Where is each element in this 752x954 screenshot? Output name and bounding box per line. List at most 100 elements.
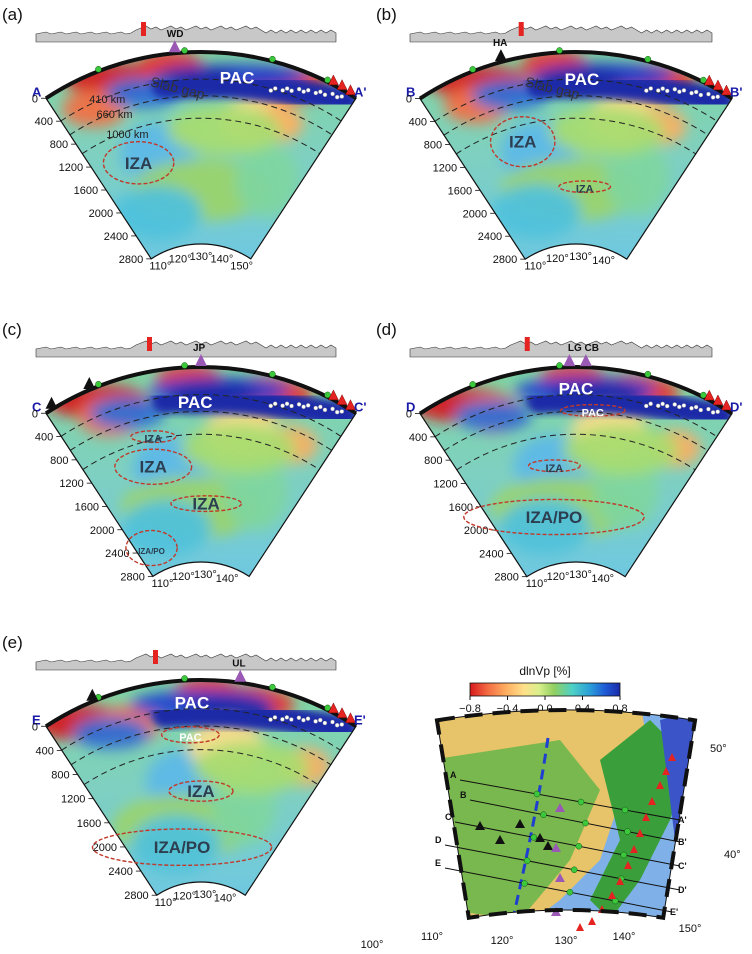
earthquake-dot [305,403,311,408]
earthquake-dot [305,716,311,721]
earthquake-dot [334,94,340,100]
earthquake-dot [648,401,653,407]
earthquake-dot [280,717,285,722]
depth-tick: 2000 [464,525,488,537]
anomaly-outline [559,403,626,418]
discontinuity-410 [61,708,341,751]
map-lon-tick: 100° [361,939,384,951]
map-station-dot [577,798,585,806]
panel-label: (a) [2,5,23,24]
map-station-dot [524,857,531,864]
depth-tick: 2000 [90,525,114,537]
depth-tick: 0 [406,94,412,106]
longitude-tick: 140° [216,573,239,585]
land-plains [436,740,600,918]
anomaly-outline [168,780,234,802]
map-lon-tick: 150° [679,923,702,935]
volcano-triangle [328,74,339,86]
velocity-anomaly [112,185,202,241]
earthquake-dot [689,406,694,411]
depth-tick: 0 [406,409,412,421]
depth-tick: 2400 [479,548,503,560]
depth-tick: 1600 [77,818,101,830]
earthquake-dot [672,87,678,92]
station-dot [469,381,476,388]
map-profile-start: C [445,812,452,822]
anomaly-label: IZA [144,434,162,446]
earthquake-dot [677,89,682,94]
station-dot [556,47,563,54]
earthquake-dot [280,88,285,93]
station-dot [324,391,331,399]
site-triangle [494,49,507,62]
map-volcano [636,829,644,837]
anomaly-outline [170,495,242,513]
velocity-anomaly [563,425,680,475]
map-profile-line [444,844,681,891]
slab-band [526,70,732,114]
section-panel-2: (b)HAB B'040080012001600200024002800110°1… [376,5,742,272]
map-station-dot [620,851,627,859]
discontinuity-410 [60,78,342,122]
profile-end-label: D' [730,400,742,415]
topography-profile [35,653,337,671]
map-profile-line [454,821,681,867]
depth-tick: 400 [35,116,53,128]
map-volcano [648,797,656,805]
depth-tick: 400 [409,116,427,128]
site-triangle [168,40,181,53]
anomaly-label: PAC [178,393,213,412]
map-station-dot [624,828,631,835]
depth-tick: 1200 [59,478,83,490]
map-station-dot [521,880,528,887]
volcano-triangle [336,79,348,90]
tomography-image [420,51,732,260]
tomography-image [420,366,732,577]
profile-end-label: C' [354,399,366,414]
surface-line [44,50,358,100]
anomaly-label: IZA [509,133,536,152]
earthquake-dot [693,89,699,95]
earthquake-dot [268,88,274,93]
section-panel-5: (e)ULE E'040080012001600200024002800110°1… [2,633,366,909]
velocity-anomaly [223,455,288,531]
surface-line [44,365,358,415]
map-volcano [624,861,632,869]
earthquake-dot [689,90,694,96]
depth-tick: 1600 [449,502,473,514]
station-dot [700,391,707,399]
discontinuity-410 [434,394,718,438]
discontinuity-410 [60,394,342,437]
section-panel-4: (d) LG CB D D' 0 400 800 1200 1600 2000 2400 2800 11… [376,320,742,590]
map-profile-start: B [460,790,467,800]
station-dot [469,66,476,73]
surface-line [418,50,734,101]
earthquake-dot [665,88,670,94]
earthquake-dot [301,404,306,409]
longitude-tick: 120° [173,891,196,903]
velocity-anomaly [499,498,591,555]
anomaly-field [429,51,697,240]
map-profile-end: E' [670,907,678,917]
site-triangle [195,354,207,366]
longitude-tick: 120° [169,253,192,265]
map-site-triangle [535,833,545,842]
site-triangle [563,354,576,367]
depth-tick: 2000 [89,208,113,220]
volcano-triangle [345,84,356,95]
topography-profile [409,340,713,358]
map-profile-end: D' [678,885,687,895]
slab-band [151,700,356,742]
surface-line [418,365,734,416]
longitude-tick: 130° [194,569,217,581]
velocity-anomaly [181,423,297,474]
map-site-triangle [515,819,525,828]
map-profile-line [459,779,681,821]
longitude-tick: 150° [230,261,253,273]
profile-start-label: B [406,85,415,100]
map-volcano [662,767,670,775]
colorbar-tick: −0.8 [459,703,481,715]
earthquake-dot [715,94,720,99]
profile-end-label: E' [354,712,366,727]
